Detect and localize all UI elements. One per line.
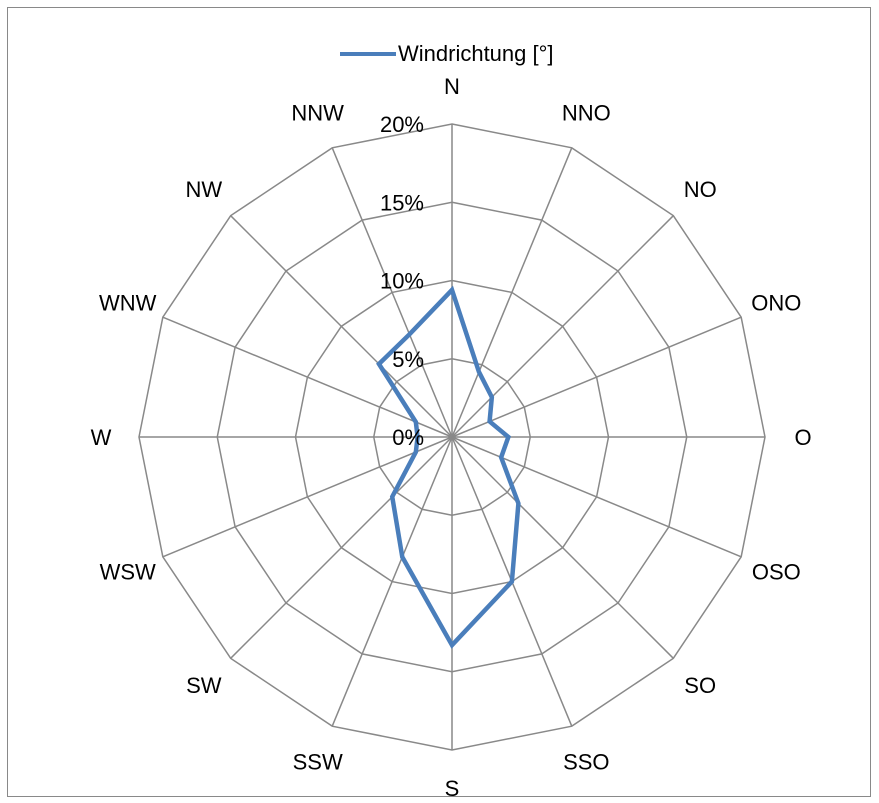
category-label-SW: SW	[186, 673, 222, 698]
legend-series-label: Windrichtung [°]	[398, 41, 554, 66]
chart-frame: Windrichtung [°]	[7, 7, 871, 797]
category-label-N: N	[444, 74, 460, 99]
spoke-WNW	[162, 316, 453, 438]
category-label-WSW: WSW	[100, 559, 156, 584]
spoke-SSW	[331, 436, 453, 727]
category-label-SSO: SSO	[563, 749, 609, 774]
category-label-O: O	[794, 425, 811, 450]
radial-tick-label: 10%	[380, 269, 424, 294]
radial-tick-labels: 0% 5% 10% 15% 20%	[380, 112, 424, 450]
series-line	[376, 285, 521, 649]
category-label-W: W	[91, 425, 112, 450]
category-label-SO: SO	[684, 673, 716, 698]
category-label-NO: NO	[684, 177, 717, 202]
spoke-NW	[230, 215, 453, 438]
category-label-S: S	[445, 776, 460, 801]
category-labels: N NNO NO ONO O OSO SO SSO S SSW SW WSW W WNW NW NNW	[91, 74, 812, 801]
spoke-OSO	[451, 436, 742, 558]
category-label-WNW: WNW	[99, 291, 157, 316]
spoke-ONO	[451, 316, 742, 438]
category-label-NNW: NNW	[291, 101, 344, 126]
spoke-SW	[230, 436, 453, 659]
radial-tick-label: 15%	[380, 190, 424, 215]
spoke-NNO	[451, 147, 573, 438]
legend-series-swatch	[340, 52, 396, 56]
category-label-OSO: OSO	[752, 559, 801, 584]
category-label-NNO: NNO	[562, 101, 611, 126]
radar-series	[376, 285, 521, 649]
spoke-NNW	[331, 147, 453, 438]
legend: Windrichtung [°]	[340, 41, 554, 67]
category-label-ONO: ONO	[751, 291, 801, 316]
spoke-SO	[451, 436, 674, 659]
radar-spokes	[139, 124, 765, 750]
category-label-NW: NW	[185, 177, 222, 202]
radial-tick-label: 5%	[392, 347, 424, 372]
radial-tick-label: 0%	[392, 425, 424, 450]
radial-tick-label: 20%	[380, 112, 424, 137]
category-label-SSW: SSW	[293, 749, 343, 774]
spoke-WSW	[162, 436, 453, 558]
spoke-NO	[451, 215, 674, 438]
